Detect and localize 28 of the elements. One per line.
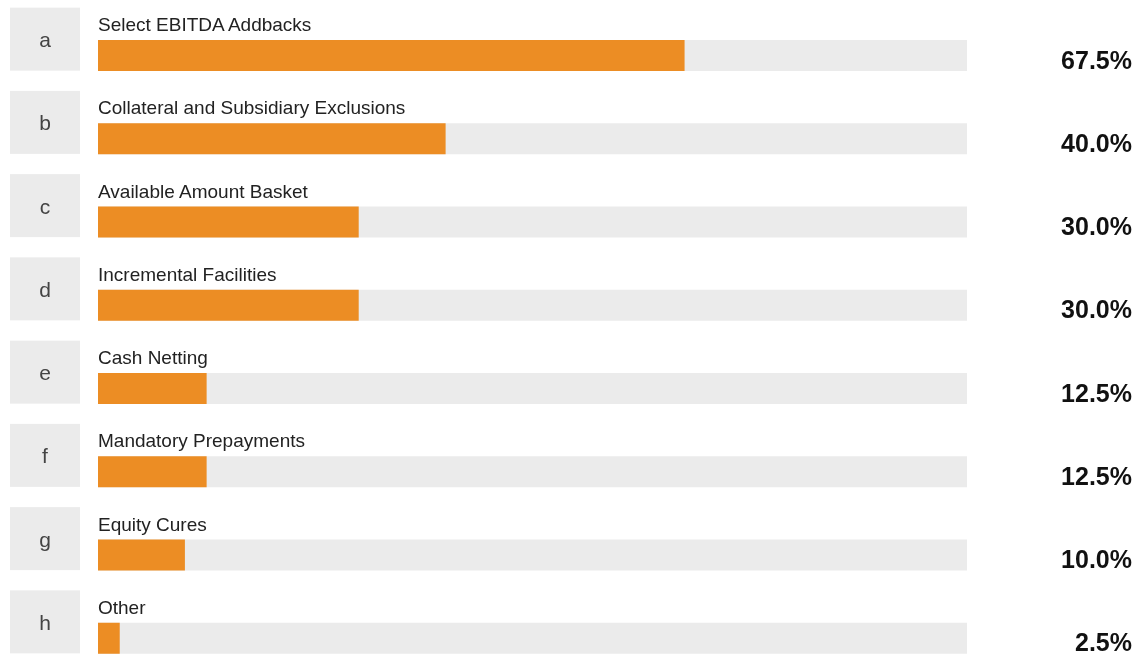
y-tick-label: Equity Cures (98, 513, 207, 535)
text: e (39, 361, 51, 385)
y-tick-label: Collateral and Subsidiary Exclusions (98, 97, 406, 119)
data-label: 30.0% (1061, 295, 1132, 324)
data-label: 10.0% (1061, 545, 1132, 573)
y-tick-label: Other (98, 596, 147, 618)
bar (98, 373, 207, 404)
y-tick-label: Select EBITDA Addbacks (98, 14, 312, 35)
data-label: 2.5% (1075, 628, 1132, 657)
data-label: 30.0% (1061, 212, 1132, 240)
bar (98, 622, 120, 654)
data-label: 67.5% (1061, 45, 1132, 74)
y-tick-label: Incremental Facilities (98, 263, 277, 285)
text: b (39, 111, 51, 135)
y-tick-label: Available Amount Basket (98, 180, 309, 202)
text: d (39, 277, 51, 301)
text: h (39, 610, 51, 634)
y-tick-label: Cash Netting (98, 347, 208, 368)
y-tick-label: Mandatory Prepayments (98, 430, 305, 452)
bar (98, 456, 207, 488)
text: g (39, 527, 51, 551)
text: c (39, 194, 51, 218)
data-label: 12.5% (1061, 461, 1132, 490)
text: f (42, 444, 49, 468)
data-label: 40.0% (1061, 128, 1132, 157)
bar (98, 539, 185, 571)
data-label: 12.5% (1061, 378, 1132, 407)
text: a (39, 28, 52, 52)
